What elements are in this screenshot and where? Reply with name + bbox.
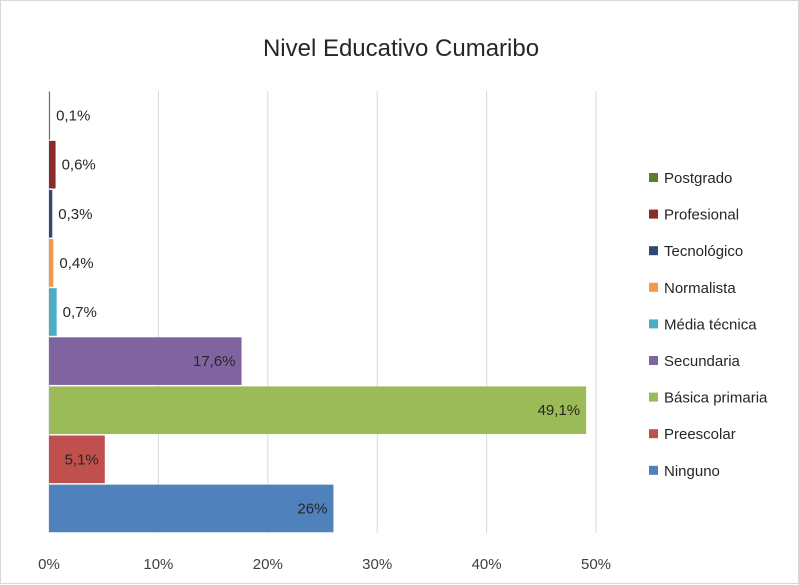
grid-lines [48,91,597,533]
data-label: 26% [297,500,327,517]
data-label: 0,4% [59,255,93,272]
x-tick-label: 20% [253,556,283,573]
legend-label: Tecnológico [664,243,743,260]
legend-swatch [649,356,658,365]
data-labels: 0,1% 0,6% 0,3% 0,4% 0,7% 17,6% 49,1% 5,1% 26% [56,108,580,518]
legend-swatch [649,465,658,475]
legend-label: Média técnica [664,316,757,333]
bar [49,288,57,336]
bars [49,91,587,533]
data-label: 0,7% [63,304,97,321]
legend-swatch [649,282,658,292]
bar [49,386,587,435]
legend-label: Postgrado [664,170,732,187]
x-axis-ticks: 0% 10% 20% 30% 40% 50% [38,556,611,573]
legend-label: Básica primaria [664,390,768,407]
legend-swatch [649,429,658,439]
legend-swatch [649,246,658,256]
data-label: 0,1% [56,108,90,125]
legend-label: Secundaria [664,353,741,370]
legend-label: Preescolar [664,426,736,443]
bar [49,435,105,484]
legend-label: Profesional [664,207,739,224]
data-label: 0,6% [62,157,96,174]
x-tick-label: 30% [362,556,392,573]
data-label: 17,6% [193,353,236,370]
legend-swatch [649,209,658,219]
bar [49,337,242,385]
chart-title: Nivel Educativo Cumaribo [263,35,539,62]
legend-label: Ninguno [664,463,720,480]
legend-swatch [649,319,658,329]
legend: Postgrado Profesional Tecnológico Normalist… [649,170,768,480]
x-tick-label: 50% [581,556,611,573]
data-label: 0,3% [58,206,92,223]
bar [49,484,334,533]
legend-swatch [649,173,658,182]
x-tick-label: 40% [472,556,502,573]
bar [49,91,51,140]
legend-swatch [649,392,658,402]
bar [49,189,53,238]
data-label: 49,1% [538,402,581,419]
data-label: 5,1% [65,451,99,468]
bar [49,140,56,189]
x-tick-label: 10% [143,556,173,573]
bar [49,239,54,287]
legend-label: Normalista [664,280,736,297]
x-tick-label: 0% [38,556,60,573]
